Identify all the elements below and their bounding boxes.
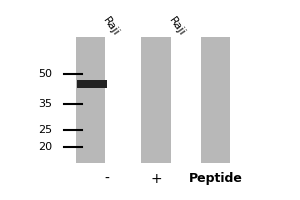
Text: 25: 25 [38, 125, 52, 135]
Text: +: + [150, 172, 162, 186]
Bar [200, 37, 230, 163]
Text: 20: 20 [38, 142, 52, 152]
Text: 35: 35 [38, 99, 52, 109]
Text: Raji: Raji [101, 15, 121, 37]
Bar [76, 37, 105, 163]
Bar [141, 37, 171, 163]
Text: 50: 50 [38, 69, 52, 79]
Text: Raji: Raji [167, 15, 186, 37]
Text: -: - [104, 172, 109, 186]
Text: Peptide: Peptide [188, 172, 242, 185]
Bar [77, 80, 107, 88]
